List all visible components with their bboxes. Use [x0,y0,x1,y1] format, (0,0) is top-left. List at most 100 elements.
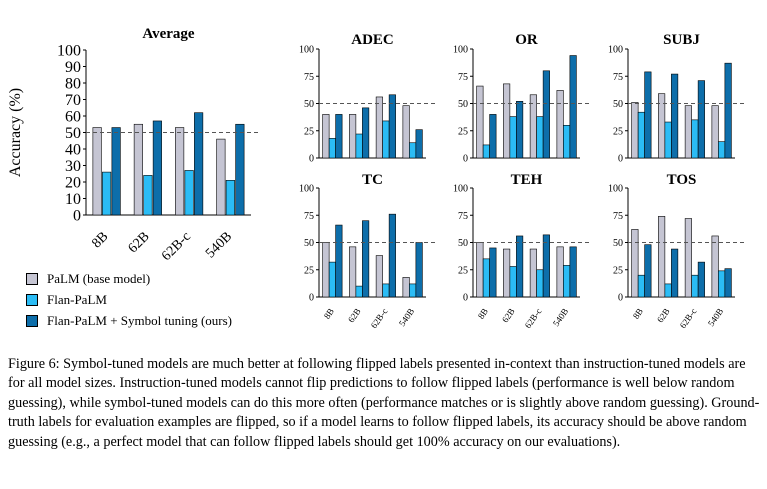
bar-subj-540b-s0 [711,105,719,159]
y-tick-label: 100 [608,45,623,56]
bar-or-62b-c-s2 [542,70,550,159]
bar-subj-62b-s1 [664,121,672,159]
bar-or-62b-s1 [509,116,517,159]
y-tick-label: 25 [613,265,623,276]
y-tick-label: 0 [73,208,81,225]
caption-text: Figure 6: Symbol-tuned models are much b… [8,356,760,450]
bar-average-8b-s2 [111,127,121,216]
chart-title: SUBJ [663,32,700,48]
bar-adec-62b-s0 [349,114,357,159]
y-tick-label: 40 [65,142,81,159]
bar-adec-8b-s2 [335,114,343,159]
chart-panel-tc: TC 0 25 50 75 100 8B 62B 62B-c 540B [299,172,436,330]
bar-tc-62b-s0 [349,246,357,298]
bar-teh-62b-s0 [503,248,511,298]
x-tick-label: 8B [322,306,336,320]
bar-tc-8b-s0 [322,242,330,298]
x-tick-label: 62B [500,306,517,324]
bar-tos-540b-s0 [711,235,719,298]
bar-subj-62b-c-s1 [691,119,699,159]
bar-adec-540b-s1 [409,142,417,159]
bar-average-62b-c-s0 [175,127,185,216]
bar-tos-62b-c-s2 [697,261,705,298]
chart-panel-or: OR 0 25 50 75 100 [453,32,590,165]
legend-item-symbol: Flan-PaLM + Symbol tuning (ours) [26,310,232,331]
y-tick-label: 100 [299,45,314,56]
bar-tos-62b-c-s1 [691,274,699,298]
y-tick-label: 25 [613,126,623,137]
bar-adec-62b-s1 [355,133,363,159]
bar-or-8b-s1 [482,144,490,159]
bar-teh-62b-s2 [516,235,524,298]
legend-item-flan: Flan-PaLM [26,289,232,310]
y-tick-label: 80 [65,76,81,93]
bar-or-540b-s0 [556,90,564,159]
bar-tc-62b-s2 [362,220,370,298]
bar-average-62b-s2 [152,120,162,216]
bar-teh-62b-c-s0 [529,248,537,298]
legend-label-palm: PaLM (base model) [47,270,151,286]
bar-average-62b-c-s1 [184,170,194,216]
y-tick-label: 75 [304,72,314,83]
chart-title: Average [142,26,195,42]
y-tick-label: 0 [618,154,623,165]
legend: PaLM (base model) Flan-PaLM Flan-PaLM + … [26,268,232,331]
y-tick-label: 75 [458,211,468,222]
x-tick-label: 540B [397,306,416,328]
bar-adec-8b-s0 [322,114,330,159]
chart-title: TC [362,172,383,188]
y-tick-label: 100 [299,184,314,195]
x-tick-label: 62B [346,306,363,324]
bar-tc-8b-s1 [328,261,336,298]
chart-panel-adec: ADEC 0 25 50 75 100 [299,32,436,165]
bar-teh-62b-c-s2 [542,234,550,298]
bar-adec-62b-c-s0 [375,96,383,159]
y-tick-label: 70 [65,92,81,109]
y-tick-label: 25 [458,126,468,137]
bar-or-8b-s2 [489,114,497,159]
chart-title: OR [515,32,538,48]
bar-tc-62b-c-s1 [382,283,390,298]
x-tick-label: 62B-c [159,229,194,264]
bar-average-8b-s1 [102,171,112,216]
chart-panel-subj: SUBJ 0 25 50 75 100 [608,32,745,165]
y-tick-label: 50 [613,238,623,249]
x-tick-label: 540B [203,229,235,261]
bar-tos-62b-c-s0 [684,218,692,298]
bar-subj-540b-s1 [718,141,726,159]
bar-tos-8b-s0 [631,229,639,298]
y-tick-label: 50 [613,99,623,110]
bar-or-62b-c-s1 [536,116,544,159]
bar-tc-540b-s0 [402,277,410,298]
legend-swatch-flan [26,293,38,306]
bar-subj-8b-s1 [637,111,645,159]
bar-adec-62b-s2 [362,107,370,159]
bar-adec-62b-c-s1 [382,120,390,159]
bar-or-540b-s2 [569,55,577,159]
bar-adec-62b-c-s2 [388,94,396,159]
bar-average-540b-s0 [216,138,226,216]
bar-teh-540b-s0 [556,246,564,298]
bar-tos-540b-s2 [724,268,732,298]
bar-tc-540b-s2 [415,242,423,298]
x-tick-label: 62B-c [678,306,699,330]
y-tick-label: 100 [608,184,623,195]
bar-adec-540b-s0 [402,105,410,159]
legend-label-symbol: Flan-PaLM + Symbol tuning (ours) [47,312,232,328]
x-tick-label: 540B [551,306,570,328]
y-tick-label: 60 [65,109,81,126]
y-tick-label: 75 [304,211,314,222]
y-tick-label: 0 [309,154,314,165]
y-tick-label: 50 [458,99,468,110]
y-tick-label: 10 [65,191,81,208]
y-tick-label: 30 [65,158,81,175]
x-tick-label: 540B [706,306,725,328]
bar-tos-62b-s0 [658,216,666,298]
bar-teh-8b-s1 [482,258,490,298]
y-axis-label: Accuracy (%) [7,88,24,177]
bar-average-8b-s0 [92,127,102,216]
y-tick-label: 100 [453,45,468,56]
bar-average-62b-s0 [133,123,143,216]
